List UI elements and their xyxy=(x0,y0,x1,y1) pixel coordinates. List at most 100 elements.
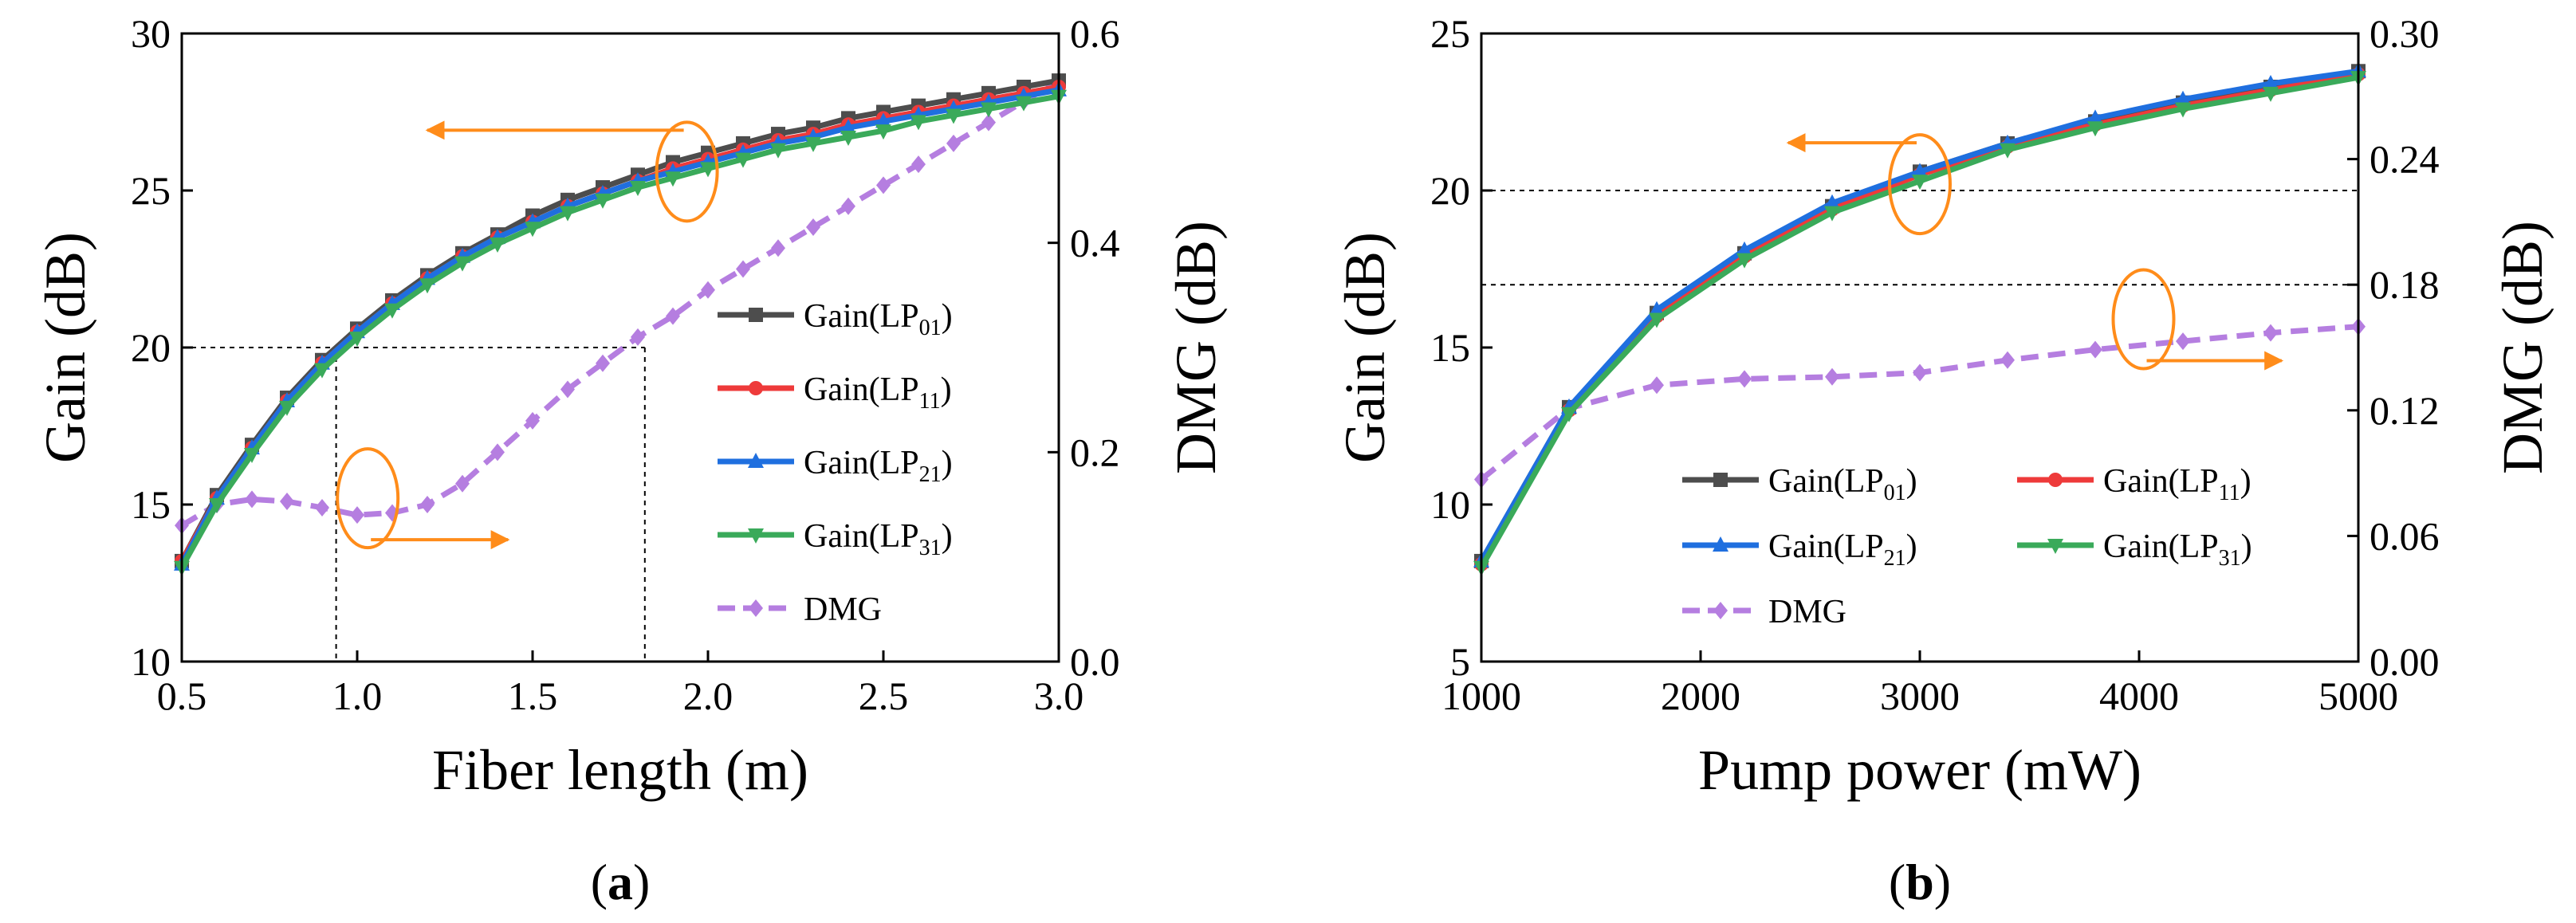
y-left-tick-label: 20 xyxy=(1430,168,1470,213)
legend-label-lp11: Gain(LP11) xyxy=(804,371,952,414)
x-tick-label: 3.0 xyxy=(1034,674,1084,718)
data-point-dmg xyxy=(350,506,364,524)
annotation-ellipse xyxy=(336,447,400,550)
legend-label-sub: 11 xyxy=(2219,481,2240,505)
data-point-lp31 xyxy=(2087,121,2103,137)
y-right-tick-label: 0.24 xyxy=(2370,137,2440,182)
legend-entry-dmg: DMG xyxy=(1682,594,1846,630)
legend-label-lp21: Gain(LP21) xyxy=(804,445,953,487)
y-left-tick-label: 10 xyxy=(1430,482,1470,527)
x-tick-label: 5000 xyxy=(2318,674,2398,718)
legend-label-close: ) xyxy=(2240,463,2252,500)
annotation-ellipse xyxy=(1888,133,1952,236)
data-point-dmg xyxy=(911,155,926,174)
data-point-lp31 xyxy=(525,222,541,238)
data-point-lp31 xyxy=(805,136,821,152)
legend-label-close: ) xyxy=(942,445,953,481)
legend-label-sub: 01 xyxy=(919,316,942,340)
legend-label-lp01: Gain(LP01) xyxy=(804,298,953,340)
legend: Gain(LP01)Gain(LP11)Gain(LP21)Gain(LP31)… xyxy=(718,298,953,628)
y-left-tick-label: 25 xyxy=(1430,11,1470,56)
data-point-lp31 xyxy=(490,237,505,253)
y-left-tick-label: 10 xyxy=(131,639,171,684)
x-axis-title: Pump power (mW) xyxy=(1698,738,2141,802)
data-point-lp31 xyxy=(314,363,330,379)
data-point-dmg xyxy=(981,113,996,132)
y-left-tick-label: 25 xyxy=(131,168,171,213)
y-right-tick-label: 0.30 xyxy=(2370,11,2440,56)
y-right-tick-label: 0.18 xyxy=(2370,262,2440,307)
data-point-dmg xyxy=(280,493,294,511)
y-left-axis-title: Gain (dB) xyxy=(1333,232,1397,463)
data-point-dmg xyxy=(736,260,750,278)
series-line-dmg xyxy=(1479,324,2359,482)
x-tick-label: 1000 xyxy=(1441,674,1521,718)
data-point-lp31 xyxy=(2175,102,2191,118)
data-point-dmg xyxy=(1737,370,1752,388)
data-point-lp31 xyxy=(700,162,716,178)
legend-label-lp21: Gain(LP21) xyxy=(1768,528,1917,571)
data-point-lp21 xyxy=(2175,90,2191,106)
legend-label-close: ) xyxy=(941,371,952,408)
panel-label-b: (b) xyxy=(1889,854,1951,910)
legend-marker-lp11 xyxy=(749,381,763,395)
panel-label-open: ( xyxy=(591,854,608,910)
legend-label-dmg: DMG xyxy=(804,591,882,628)
data-point-lp21 xyxy=(840,119,856,135)
legend-entry-lp31: Gain(LP31) xyxy=(718,518,953,560)
data-point-lp21 xyxy=(2263,75,2279,91)
legend-marker-lp01 xyxy=(749,308,763,322)
data-point-dmg xyxy=(806,218,820,236)
y-right-tick-label: 0.0 xyxy=(1070,639,1120,684)
legend-marker-lp31 xyxy=(2047,539,2063,554)
legend-marker-lp11 xyxy=(2048,473,2063,487)
data-point-dmg xyxy=(420,496,435,513)
legend-marker-dmg xyxy=(1713,602,1728,619)
legend-marker-lp01 xyxy=(1713,473,1728,487)
y-right-tick-label: 0.12 xyxy=(2370,388,2440,433)
legend-label-lp31: Gain(LP31) xyxy=(2103,528,2252,571)
y-right-tick-label: 0.2 xyxy=(1070,430,1120,474)
data-point-lp31 xyxy=(595,193,611,209)
legend-label-sub: 31 xyxy=(2219,546,2241,571)
panel-label-open: ( xyxy=(1889,854,1905,910)
data-point-lp31 xyxy=(244,447,260,463)
data-point-dmg xyxy=(1650,376,1664,395)
legend-label-base: Gain(LP xyxy=(2103,463,2219,500)
annotation-0 xyxy=(425,120,719,223)
data-point-dmg xyxy=(315,498,329,516)
data-point-lp21 xyxy=(875,112,891,128)
data-point-lp31 xyxy=(209,498,225,513)
legend-entry-lp11: Gain(LP11) xyxy=(718,371,952,414)
x-tick-label: 4000 xyxy=(2099,674,2179,718)
data-point-dmg xyxy=(2176,332,2190,351)
series-dmg xyxy=(1474,317,2366,489)
data-point-lp31 xyxy=(2263,86,2279,102)
data-point-lp21 xyxy=(1649,300,1665,316)
data-point-lp21 xyxy=(1736,241,1752,257)
data-point-lp31 xyxy=(840,131,856,147)
data-point-dmg xyxy=(490,443,505,462)
y-right-axis-title: DMG (dB) xyxy=(2491,221,2554,474)
data-point-dmg xyxy=(1825,367,1839,386)
legend-label-base: Gain(LP xyxy=(804,371,919,408)
data-point-lp31 xyxy=(981,102,997,118)
data-point-lp31 xyxy=(2000,143,2016,159)
legend-label-close: ) xyxy=(1906,528,1917,565)
legend-label-close: ) xyxy=(942,518,953,555)
legend-entry-lp11: Gain(LP11) xyxy=(2017,463,2252,505)
data-point-dmg xyxy=(525,411,540,430)
y-left-tick-label: 5 xyxy=(1450,639,1470,684)
data-point-lp31 xyxy=(910,115,926,131)
legend-label-base: Gain(LP xyxy=(804,298,919,335)
series-line-dmg xyxy=(180,78,1060,528)
data-point-dmg xyxy=(596,354,610,372)
data-point-lp31 xyxy=(1649,312,1665,328)
series-layer xyxy=(1473,62,2366,576)
legend-entry-lp21: Gain(LP21) xyxy=(718,445,953,487)
data-point-lp31 xyxy=(770,143,786,159)
data-point-dmg xyxy=(666,307,680,325)
panel-label-a: (a) xyxy=(591,854,651,910)
panel-a: 0.5 1.0 1.5 2.0 2.5 3.0 10 15 20 25 30 0.0 0.2 0.4 0.6… xyxy=(33,11,1228,910)
